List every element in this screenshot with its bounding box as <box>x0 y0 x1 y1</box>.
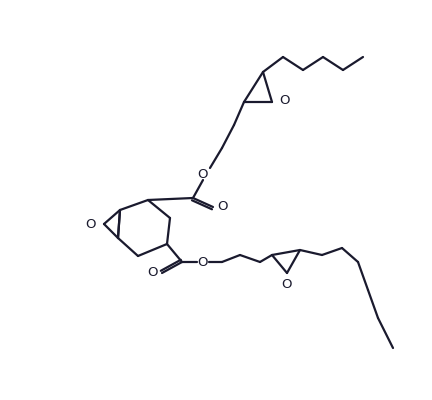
Text: O: O <box>217 200 227 214</box>
Text: O: O <box>86 218 96 230</box>
Text: O: O <box>198 168 208 182</box>
Text: O: O <box>282 278 292 290</box>
Text: O: O <box>148 266 158 278</box>
Text: O: O <box>198 256 208 268</box>
Text: O: O <box>279 94 289 106</box>
